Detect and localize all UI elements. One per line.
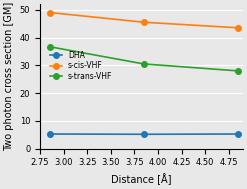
Y-axis label: Two photon cross section [GM]: Two photon cross section [GM] bbox=[4, 2, 14, 151]
s-trans-VHF bbox=[142, 63, 145, 65]
Legend: DHA, s-cis-VHF, s-trans-VHF: DHA, s-cis-VHF, s-trans-VHF bbox=[48, 48, 114, 83]
s-trans-VHF bbox=[48, 46, 51, 48]
s-cis-VHF bbox=[48, 11, 51, 14]
DHA bbox=[237, 133, 240, 135]
Line: DHA: DHA bbox=[47, 131, 241, 137]
s-cis-VHF bbox=[142, 21, 145, 23]
DHA bbox=[48, 133, 51, 135]
DHA bbox=[142, 133, 145, 136]
s-cis-VHF bbox=[237, 27, 240, 29]
s-trans-VHF bbox=[237, 70, 240, 72]
Line: s-cis-VHF: s-cis-VHF bbox=[47, 10, 241, 31]
X-axis label: Distance [Å]: Distance [Å] bbox=[111, 173, 172, 185]
Line: s-trans-VHF: s-trans-VHF bbox=[47, 44, 241, 74]
